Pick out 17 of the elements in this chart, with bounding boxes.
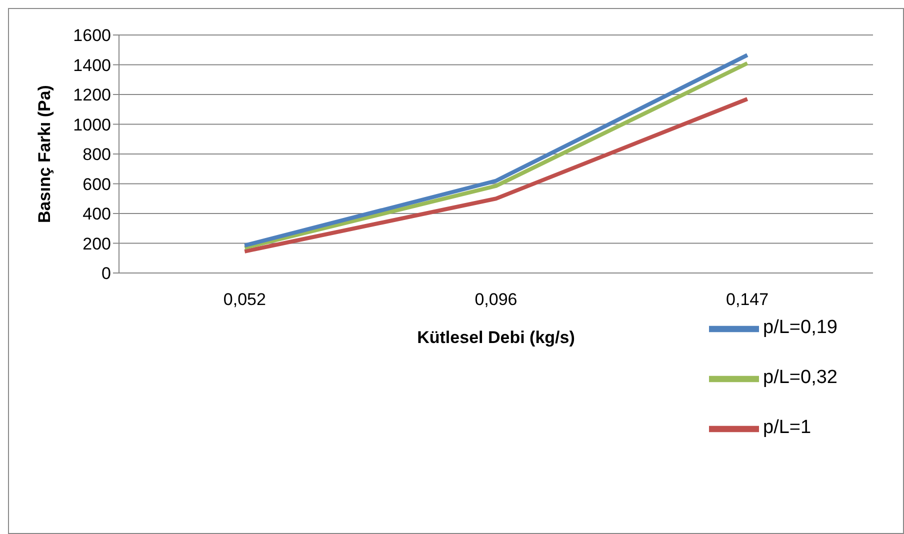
y-tick-label: 600 — [82, 174, 111, 194]
y-tick-label: 1000 — [73, 115, 111, 134]
x-tick-label: 0,147 — [726, 290, 769, 310]
legend-label: p/L=1 — [763, 417, 812, 438]
x-tick-label: 0,052 — [223, 290, 266, 310]
x-axis-title: Kütlesel Debi (kg/s) — [417, 328, 575, 347]
y-tick-label: 1400 — [73, 56, 111, 75]
y-tick-label: 0 — [102, 264, 111, 284]
legend-label: p/L=0,32 — [763, 367, 838, 388]
y-axis-title: Basınç Farkı (Pa) — [35, 85, 54, 223]
y-tick-label: 800 — [82, 145, 111, 164]
y-tick-label: 1600 — [73, 26, 111, 46]
y-tick-label: 200 — [82, 234, 111, 254]
x-tick-label: 0,096 — [474, 290, 518, 310]
legend-label: p/L=0,19 — [763, 317, 838, 338]
y-tick-label: 400 — [82, 204, 111, 224]
y-tick-label: 1200 — [73, 86, 111, 105]
